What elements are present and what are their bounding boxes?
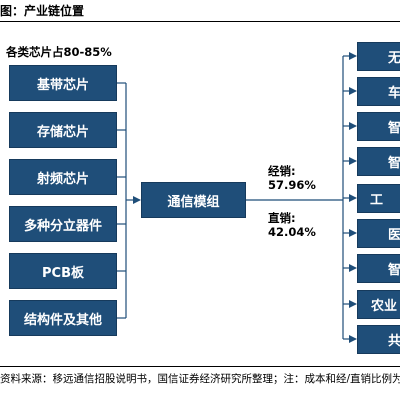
title-divider [0,21,400,22]
application-box-6: 医 [357,219,400,248]
application-box-9: 共 [357,325,400,354]
component-box-rf-chip: 射频芯片 [9,159,117,195]
source-note: 资料来源：移远通信招股说明书，国信证券经济研究所整理；注：成本和经/直销比例为2 [0,373,400,385]
component-box-memory-chip: 存储芯片 [9,112,117,148]
chip-share-note: 各类芯片占80-85% [6,45,112,59]
component-box-structural-parts: 结构件及其他 [9,300,117,336]
dealer-percentage: 57.96% [268,178,316,192]
application-box-5: 工 [357,184,400,213]
application-box-2: 车 [357,77,400,106]
communication-module-box: 通信模组 [141,182,246,218]
application-box-4: 智 [357,147,400,176]
application-box-1: 无 [357,42,400,71]
component-box-pcb: PCB板 [9,253,117,289]
dealer-label: 经销: [268,164,296,178]
component-box-discrete-devices: 多种分立器件 [9,206,117,242]
application-box-3: 智 [357,112,400,141]
component-box-baseband-chip: 基带芯片 [9,65,117,101]
source-divider [0,366,400,367]
application-box-8: 农业 [357,290,400,319]
figure-title: 图：产业链位置 [0,4,85,18]
application-box-7: 智 [357,254,400,283]
direct-percentage: 42.04% [268,225,316,239]
direct-label: 直销: [268,211,296,225]
